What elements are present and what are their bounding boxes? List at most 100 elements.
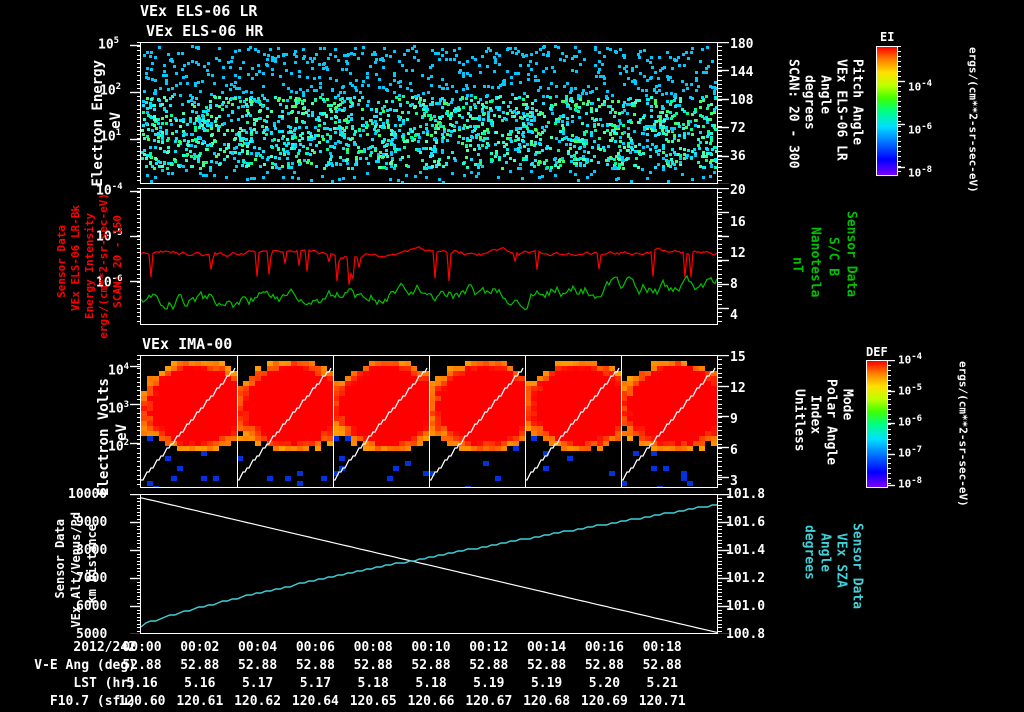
f107-value-5: 120.66 [407,694,455,709]
row-label-f107: F10.7 (sfu) [49,694,136,709]
lst-value-6: 5.19 [473,676,505,691]
panel2-right-label-2: S/C B [794,222,840,295]
panel2-ltick-0: 10-4 [96,182,123,199]
panel1-yunit: eV [74,96,124,149]
panel2-ltick-2: 10-6 [96,274,123,291]
panel3-title: VEx IMA-00 [142,335,233,353]
panel3-right-label-4-text: Unitless [791,389,807,452]
panel2-plot-area[interactable] [140,188,718,325]
panel4-ltick-4: 6000 [76,599,108,614]
panel4-plot-area[interactable] [140,494,718,634]
time-tick-3: 00:06 [295,640,335,655]
panel1-right-ticks [718,42,729,184]
colorbar2-tick-0: 10-4 [898,352,923,367]
panel1-plot-area[interactable] [140,42,718,184]
f107-value-0: 120.60 [118,694,166,709]
time-tick-4: 00:08 [353,640,393,655]
f107-value-2: 120.62 [234,694,282,709]
panel4-left-ticks [130,494,141,634]
panel2-traces [141,245,717,311]
colorbar2 [866,360,888,488]
panel4-right-label-1-text: Sensor Data [849,523,865,610]
ve-ang-value-0: 52.88 [122,658,162,673]
colorbar2-tick-3: 10-7 [898,445,923,460]
panel3-right-ticks [718,355,729,485]
panel3-rtick-2: 9 [730,412,738,427]
ve-ang-value-7: 52.88 [527,658,567,673]
colorbar1-unit: ergs/(cm**2-sr-sec-eV) [940,34,980,209]
bottom-table: 2012/242 00:00 00:02 00:04 00:06 00:08 00:10 0… [0,640,760,712]
time-tick-9: 00:18 [642,640,682,655]
panel1-right-label-scan: SCAN: 20 - 300 [754,44,800,188]
panel4-right-label-4: degrees [770,510,816,599]
table-row: LST (hr) 5.16 5.16 5.17 5.17 5.18 5.18 5.19 5.1… [0,676,760,694]
panel3-right-label-1-text: Mode [839,389,855,421]
panel3-rtick-1: 12 [730,381,746,396]
panel1-right-label-2: VEx ELS-06 LR [802,44,848,180]
time-tick-6: 00:12 [469,640,509,655]
panel4-ltick-5: 5000 [76,627,108,642]
panel3-right-label-1: Mode [808,374,854,439]
panel3-yunit: eV [80,408,130,461]
panel2-left-label-5-text: SCAN: 20 - 150 [110,215,124,308]
panel4-left-label-4: km [56,575,99,620]
f107-value-9: 120.71 [638,694,686,709]
ve-ang-value-9: 52.88 [642,658,682,673]
panel3-spectrogram [141,356,717,487]
panel2-right-label-3-text: Nanotesla [807,227,823,298]
panel3-right-label-4: Unitless [760,374,806,471]
panel3-right-label-2: Polar Angle [792,364,838,484]
panel1-right-label-3-text: Angle [817,75,833,115]
panel2-left-ticks [130,188,141,322]
time-tick-0: 00:00 [122,640,162,655]
panel1-right-tick-2: 108 [730,93,754,108]
panel1-ytick-0: 105 [98,36,120,53]
panel1-title-lr: VEx ELS-06 LR [140,2,258,20]
panel3-plot-area[interactable] [140,355,718,488]
colorbar1-tick-1: 10-6 [908,122,933,137]
lst-value-0: 5.16 [126,676,158,691]
colorbar2-ticks [888,360,895,487]
panel1-right-label-4: degrees [770,60,816,149]
lst-value-2: 5.17 [241,676,274,691]
panel3-right-label-2-text: Polar Angle [823,379,839,466]
lst-value-1: 5.16 [184,676,216,691]
panel1-right-tick-4: 36 [730,149,746,164]
colorbar2-tick-4: 10-8 [898,476,923,491]
panel4-rtick-1: 101.6 [726,515,766,530]
panel4-ltick-1: 9000 [76,515,108,530]
colorbar1-tick-0: 10-4 [908,79,933,94]
row-label-lst: LST (hr) [73,676,136,691]
panel4-rtick-4: 101.0 [726,599,766,614]
panel2-right-label-1-text: Sensor Data [843,211,859,298]
panel2-rtick-3: 8 [730,277,738,292]
ve-ang-value-5: 52.88 [411,658,451,673]
f107-value-3: 120.64 [291,694,339,709]
panel3-yunit-text: eV [113,424,130,441]
f107-value-4: 120.65 [349,694,397,709]
time-tick-2: 00:04 [238,640,278,655]
panel4-left-label-3-text: Distance [84,524,99,582]
panel4-right-label-2-text: VEx SZA [833,533,849,588]
panel2-right-label-4: nT [758,242,804,292]
panel3-ltick-2: 102 [108,438,130,455]
panel3-right-label-3-text: Index [807,395,823,435]
table-row: 2012/242 00:00 00:02 00:04 00:06 00:08 00:10 0… [0,640,760,658]
ve-ang-value-1: 52.88 [180,658,220,673]
panel1-right-label-1: Pitch Angle [818,44,864,164]
panel2-right-label-1: Sensor Data [812,196,858,316]
panel3-rtick-3: 6 [730,443,738,458]
ve-ang-value-4: 52.88 [353,658,393,673]
panel3-rtick-0: 15 [730,350,746,365]
panel4-right-label-3: Angle [786,518,832,591]
panel3-ltick-0: 104 [108,362,130,379]
panel3-left-ticks [130,355,141,485]
colorbar1-title: EI [880,30,895,44]
panel2-rtick-4: 4 [730,308,738,323]
panel1-right-tick-3: 72 [730,121,746,136]
table-row: F10.7 (sfu) 120.60 120.61 120.62 120.64 120.… [0,694,760,712]
panel1-right-label-3: Angle [786,60,832,133]
f107-value-6: 120.67 [465,694,513,709]
colorbar1-tick-2: 10-8 [908,165,933,180]
panel2-right-ticks [718,188,729,322]
